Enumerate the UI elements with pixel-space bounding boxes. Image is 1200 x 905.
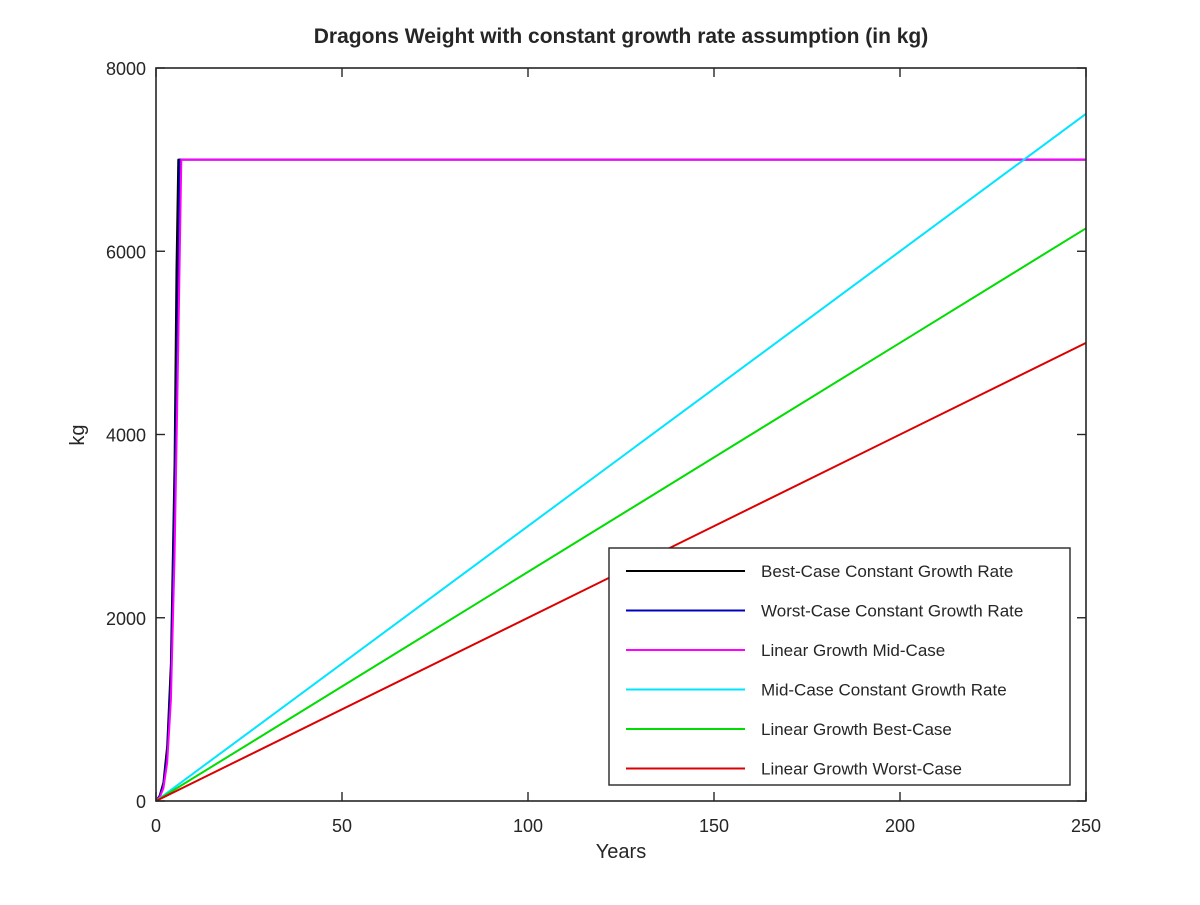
x-axis-label: Years — [596, 841, 646, 863]
y-tick-label-4: 8000 — [106, 59, 146, 79]
y-tick-label-3: 6000 — [106, 242, 146, 262]
legend-label-3: Mid-Case Constant Growth Rate — [761, 681, 1007, 700]
y-axis: 0 2000 4000 6000 8000 — [106, 59, 1086, 812]
legend: Best-Case Constant Growth Rate Worst-Case… — [608, 547, 1071, 786]
y-tick-label-0: 0 — [136, 792, 146, 812]
legend-label-5: Linear Growth Worst-Case — [761, 760, 962, 779]
legend-label-1: Worst-Case Constant Growth Rate — [761, 602, 1023, 621]
legend-box — [608, 547, 1071, 786]
legend-label-2: Linear Growth Mid-Case — [761, 641, 945, 660]
x-tick-label-4: 200 — [885, 816, 915, 836]
series-line-3 — [155, 112, 1087, 802]
y-tick-label-2: 4000 — [106, 426, 146, 446]
x-tick-label-1: 50 — [332, 816, 352, 836]
legend-label-0: Best-Case Constant Growth Rate — [761, 562, 1013, 581]
x-tick-label-2: 100 — [513, 816, 543, 836]
x-tick-label-3: 150 — [699, 816, 729, 836]
series-line-2 — [155, 158, 1086, 802]
x-tick-label-0: 0 — [151, 816, 161, 836]
x-axis: 0 50 100 150 200 250 — [151, 68, 1101, 836]
chart-title: Dragons Weight with constant growth rate… — [314, 25, 928, 48]
legend-label-4: Linear Growth Best-Case — [761, 720, 952, 739]
x-tick-label-5: 250 — [1071, 816, 1101, 836]
y-tick-label-1: 2000 — [106, 609, 146, 629]
y-axis-label: kg — [67, 424, 89, 445]
series-line-4 — [155, 227, 1087, 802]
